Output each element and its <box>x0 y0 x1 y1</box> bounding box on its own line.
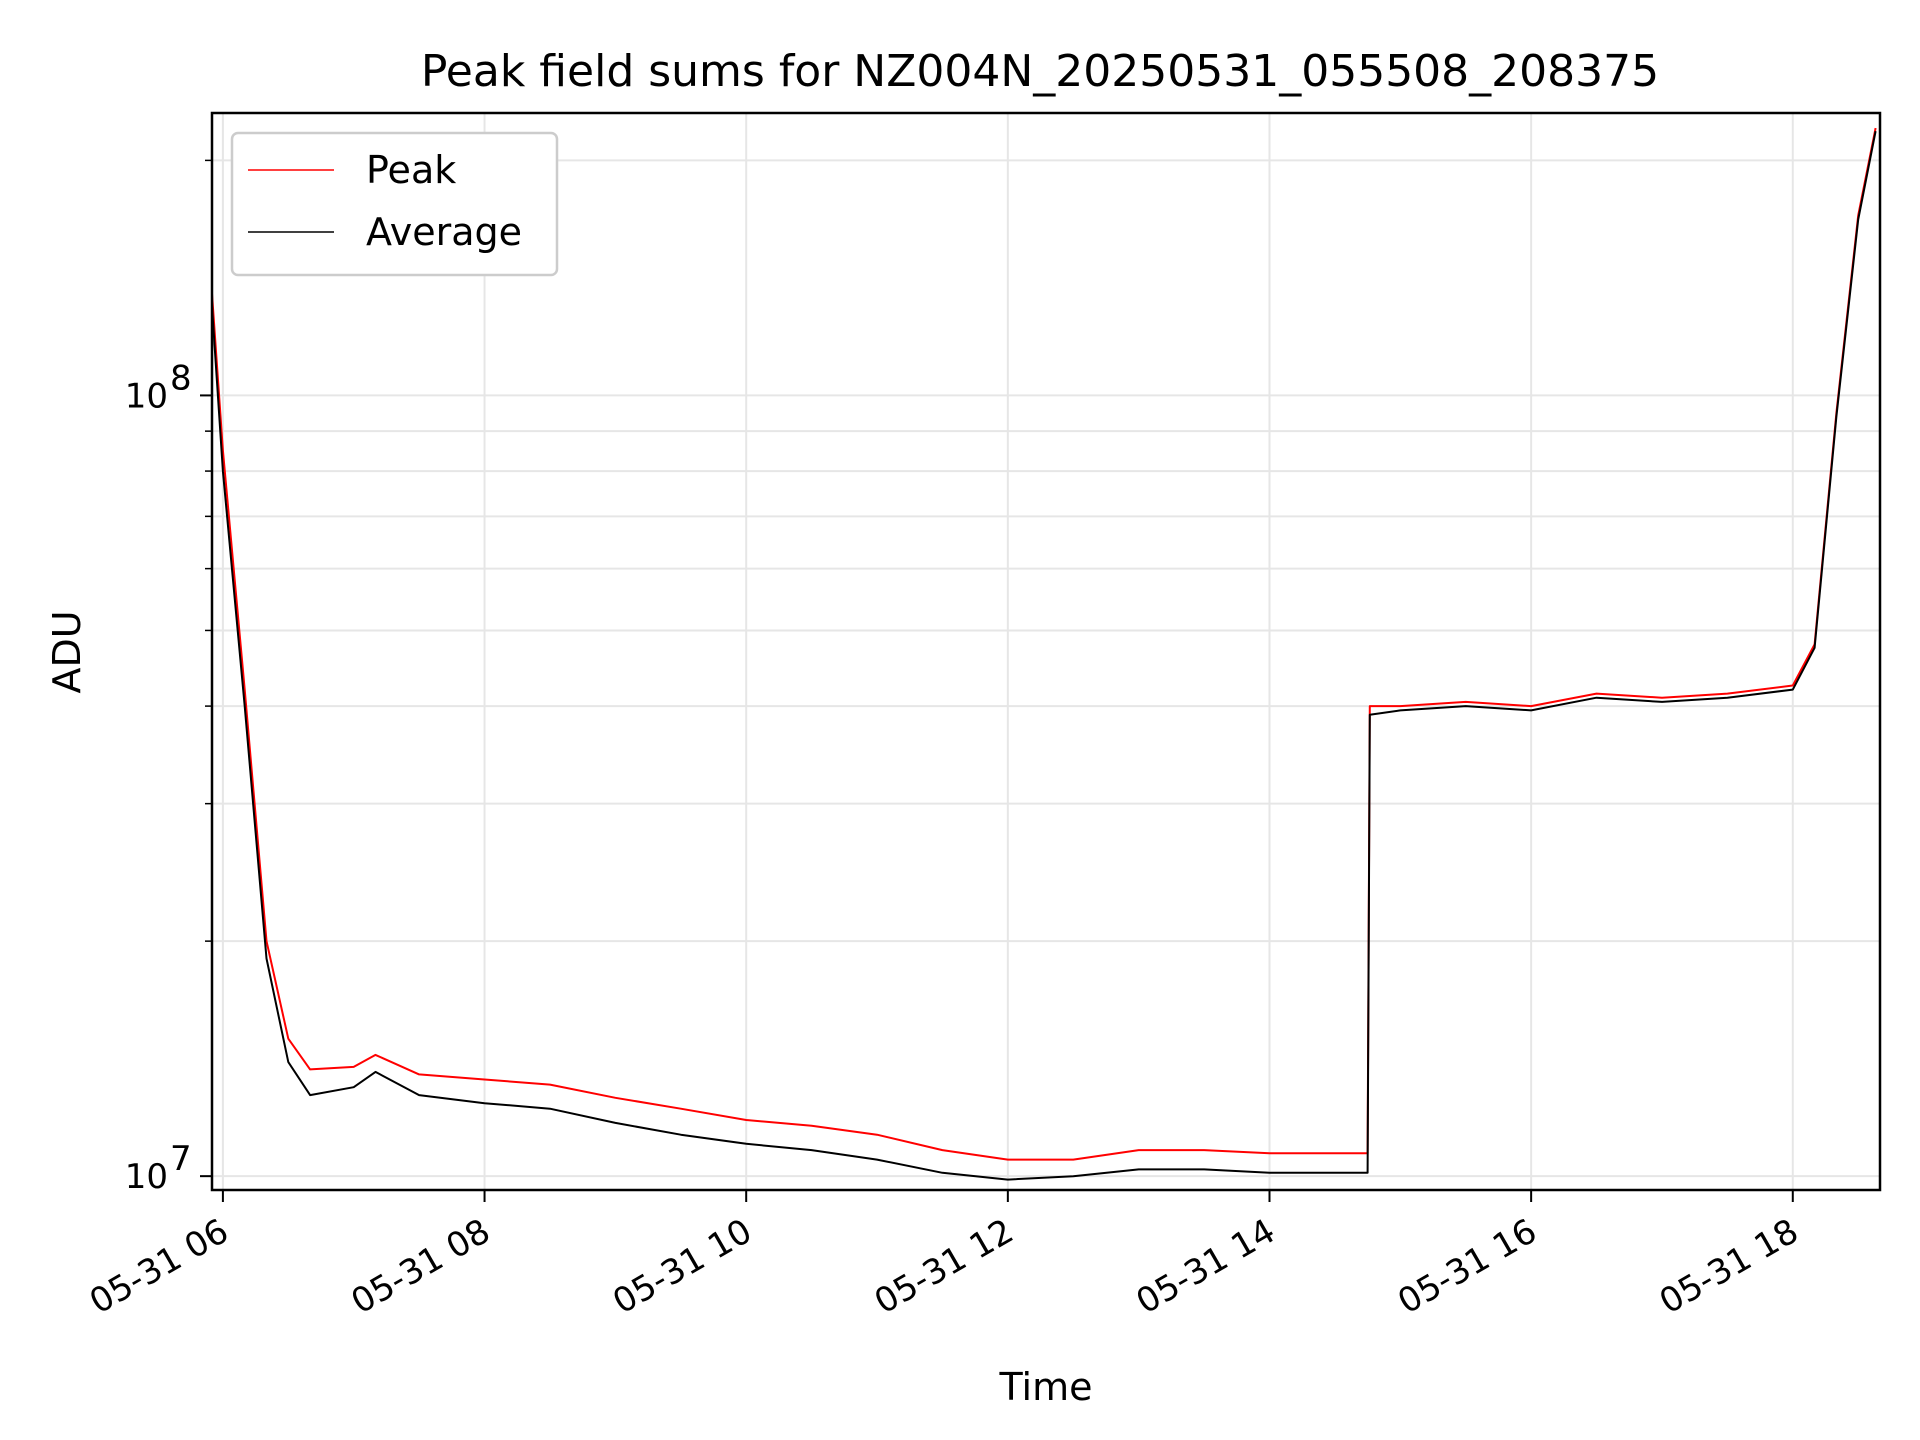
chart-title: Peak field sums for NZ004N_20250531_0555… <box>421 46 1659 97</box>
y-tick-exponent: 8 <box>170 358 192 398</box>
legend-label-peak: Peak <box>366 148 456 192</box>
series-line-peak <box>211 127 1877 1161</box>
series-layer <box>211 127 1877 1181</box>
series-line-average <box>211 131 1877 1181</box>
legend: Peak Average <box>230 131 559 277</box>
x-axis-label: Time <box>999 1365 1093 1409</box>
y-tick-exponent: 7 <box>170 1139 192 1179</box>
legend-box <box>230 131 559 277</box>
plot-frame <box>210 111 1882 1192</box>
y-axis-label: ADU <box>45 610 89 693</box>
y-tick-label: 10 <box>125 1157 168 1197</box>
y-tick-label: 10 <box>125 376 168 416</box>
legend-label-average: Average <box>366 210 522 254</box>
grid <box>212 113 1880 1190</box>
